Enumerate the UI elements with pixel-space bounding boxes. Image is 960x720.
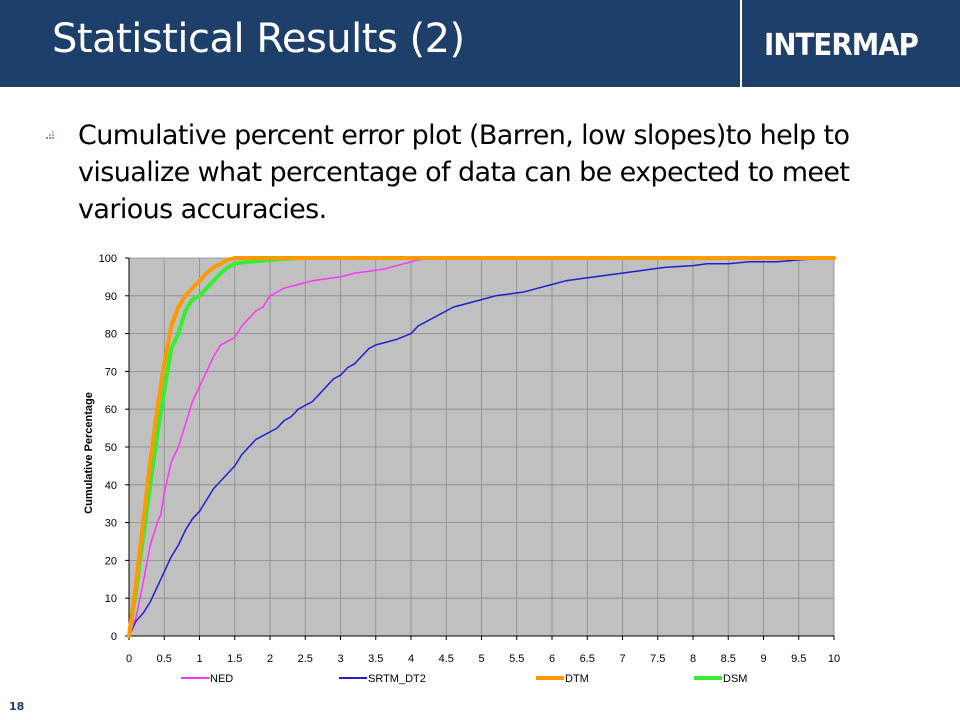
legend-label: DTM (565, 673, 589, 685)
x-tick-label: 8 (690, 653, 696, 665)
x-tick-label: 1.5 (227, 653, 242, 665)
x-tick-label: 8.5 (721, 653, 736, 665)
y-axis-title: Cumulative Percentage (83, 392, 95, 514)
y-tick-label: 70 (105, 366, 117, 378)
y-tick-label: 20 (105, 555, 117, 567)
legend-label: DSM (723, 673, 747, 685)
y-tick-label: 90 (105, 291, 117, 303)
header-divider (740, 0, 742, 87)
x-tick-label: 5 (478, 653, 484, 665)
series-line-dsm (127, 256, 836, 638)
x-tick-label: 7.5 (650, 653, 665, 665)
slide-title: Statistical Results (2) (52, 16, 465, 62)
x-tick-label: 2.5 (298, 653, 313, 665)
x-tick-label: 5.5 (509, 653, 524, 665)
x-tick-label: 7 (619, 653, 625, 665)
bullet-icon (46, 131, 54, 139)
x-tick-label: 6.5 (580, 653, 595, 665)
legend-label: SRTM_DT2 (368, 673, 426, 685)
x-tick-label: 4.5 (439, 653, 454, 665)
x-tick-label: 9 (760, 653, 766, 665)
y-tick-label: 30 (105, 518, 117, 530)
y-tick-label: 40 (105, 480, 117, 492)
x-tick-label: 9.5 (791, 653, 806, 665)
series-line-ned (128, 257, 835, 637)
y-tick-label: 60 (105, 404, 117, 416)
legend-item-srtm-dt2: SRTM_DT2 (339, 673, 426, 685)
slide-number: 18 (9, 700, 25, 713)
x-tick-label: 4 (408, 653, 414, 665)
x-tick-label: 1 (196, 653, 202, 665)
legend-item-ned: NED (181, 673, 233, 685)
x-tick-label: 0.5 (157, 653, 172, 665)
grid-lines (128, 257, 835, 637)
x-tick-label: 3 (337, 653, 343, 665)
y-tick-label: 100 (99, 253, 117, 265)
y-tick-label: 50 (105, 442, 117, 454)
intermap-logo: INTERMAP (764, 28, 919, 63)
bullet-text: Cumulative percent error plot (Barren, l… (78, 120, 850, 225)
y-tick-label: 80 (105, 329, 117, 341)
x-tick-label: 2 (267, 653, 273, 665)
x-tick-label: 3.5 (368, 653, 383, 665)
y-tick-label: 10 (105, 593, 117, 605)
x-tick-label: 6 (549, 653, 555, 665)
title-bar: Statistical Results (2) INTERMAP (0, 0, 960, 87)
y-tick-label: 0 (111, 631, 117, 643)
series-line-dtm (127, 256, 836, 638)
series-line-srtm-dt2 (128, 257, 835, 637)
x-tick-label: 0 (126, 653, 132, 665)
legend-item-dsm: DSM (694, 673, 747, 685)
legend-item-dtm: DTM (536, 673, 589, 685)
legend-label: NED (210, 673, 233, 685)
x-tick-label: 10 (828, 653, 840, 665)
